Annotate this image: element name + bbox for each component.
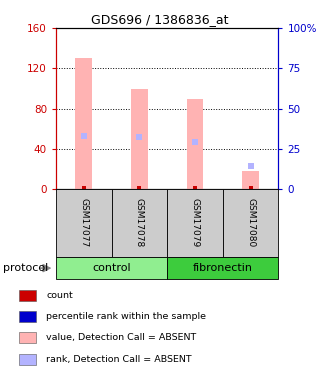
Bar xyxy=(19,333,36,344)
Text: percentile rank within the sample: percentile rank within the sample xyxy=(46,312,206,321)
Bar xyxy=(223,189,278,257)
Bar xyxy=(56,257,167,279)
Bar xyxy=(76,58,92,189)
Bar xyxy=(19,311,36,322)
Text: control: control xyxy=(92,263,131,273)
Text: count: count xyxy=(46,291,73,300)
Bar xyxy=(56,189,112,257)
Bar xyxy=(19,354,36,364)
Bar xyxy=(19,290,36,301)
Bar xyxy=(167,257,278,279)
Text: GSM17078: GSM17078 xyxy=(135,198,144,248)
Bar xyxy=(131,88,148,189)
Bar xyxy=(167,189,223,257)
Text: fibronectin: fibronectin xyxy=(193,263,253,273)
Text: GDS696 / 1386836_at: GDS696 / 1386836_at xyxy=(91,13,229,26)
Text: protocol: protocol xyxy=(3,263,48,273)
Text: rank, Detection Call = ABSENT: rank, Detection Call = ABSENT xyxy=(46,355,192,364)
Bar xyxy=(112,189,167,257)
Text: GSM17077: GSM17077 xyxy=(79,198,88,248)
Text: GSM17080: GSM17080 xyxy=(246,198,255,248)
Bar xyxy=(242,171,259,189)
Bar xyxy=(187,99,203,189)
Text: value, Detection Call = ABSENT: value, Detection Call = ABSENT xyxy=(46,333,196,342)
Text: GSM17079: GSM17079 xyxy=(190,198,199,248)
